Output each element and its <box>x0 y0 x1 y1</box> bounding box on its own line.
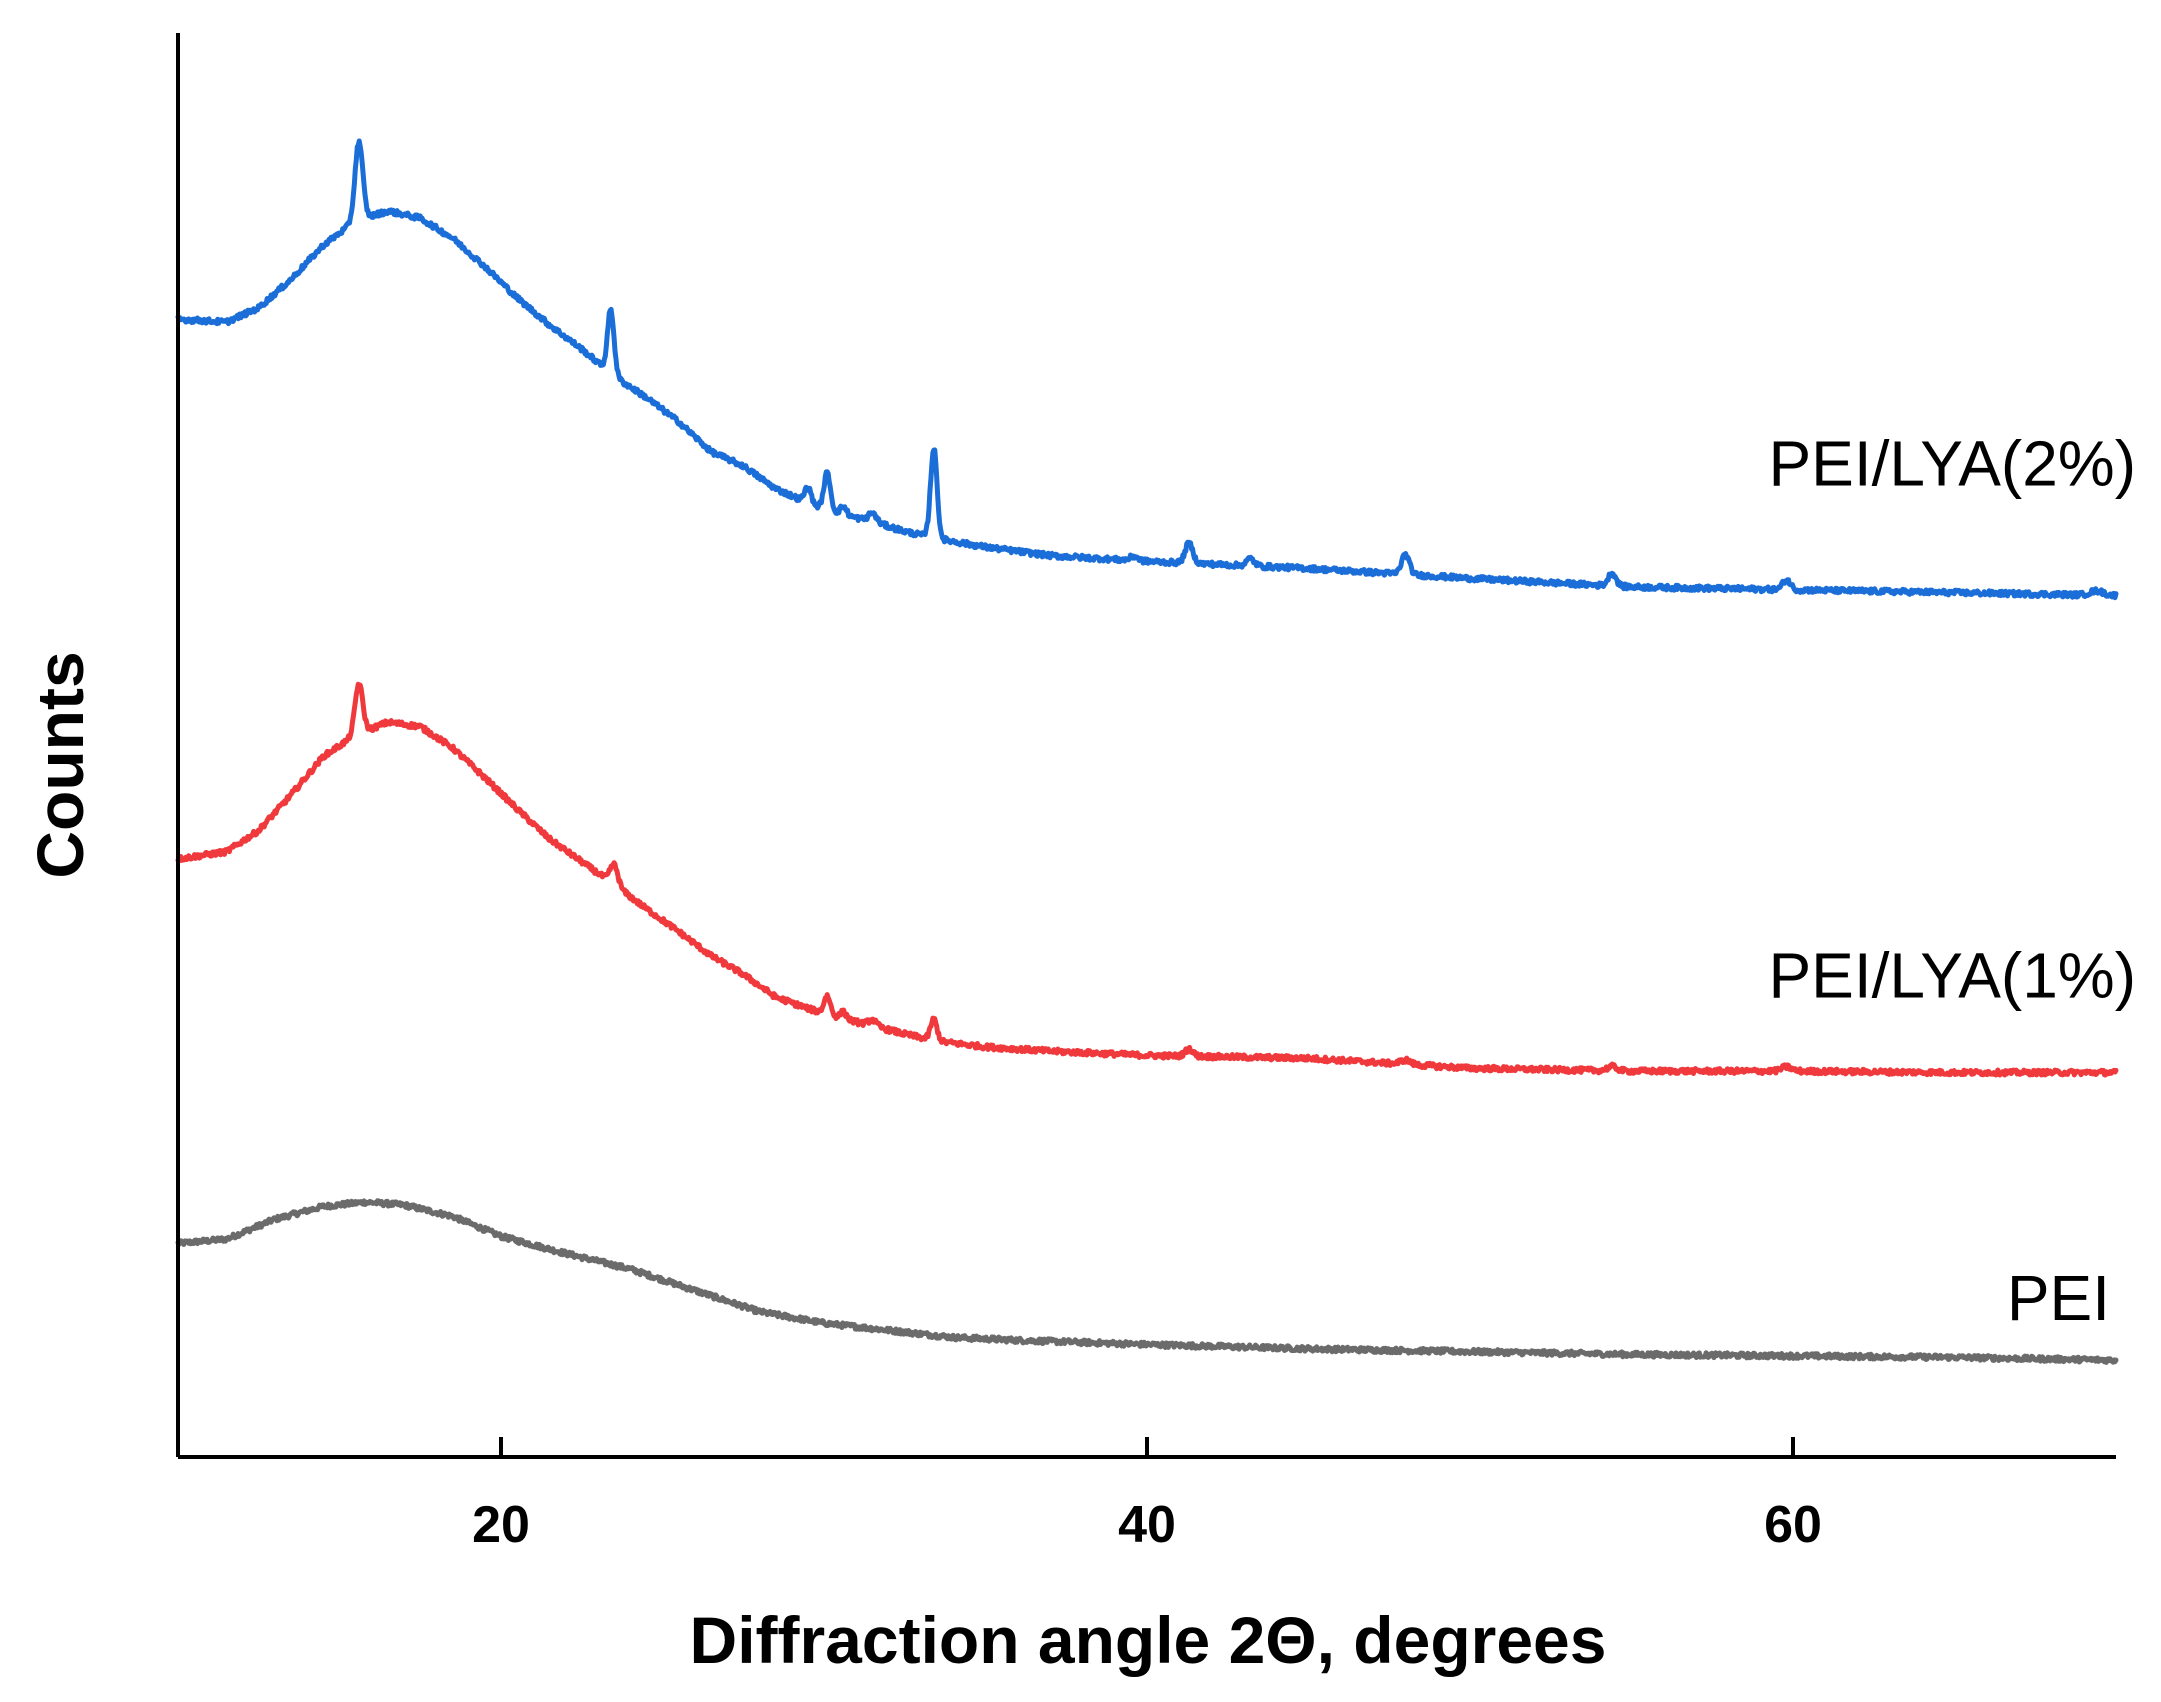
series-label-pei-lya-1: PEI/LYA(1%) <box>1768 940 2136 1012</box>
x-axis-title: Diffraction angle 2Θ, degrees <box>690 1603 1607 1677</box>
series-line-pei-lya-1 <box>175 681 2119 1078</box>
y-axis-title: Counts <box>23 651 97 878</box>
series-labels: PEI PEI/LYA(1%) PEI/LYA(2%) <box>1768 427 2136 1334</box>
x-tick-label-20: 20 <box>472 1496 530 1554</box>
series-label-pei: PEI <box>2007 1262 2110 1334</box>
x-tick-label-60: 60 <box>1764 1496 1822 1554</box>
series-label-pei-lya-2: PEI/LYA(2%) <box>1768 427 2136 499</box>
plot-lines <box>175 138 2119 1365</box>
series-line-pei-lya-2 <box>175 138 2119 601</box>
series-line-pei <box>175 1198 2119 1365</box>
x-ticks: 20 40 60 <box>472 1437 1822 1554</box>
x-tick-label-40: 40 <box>1118 1496 1176 1554</box>
